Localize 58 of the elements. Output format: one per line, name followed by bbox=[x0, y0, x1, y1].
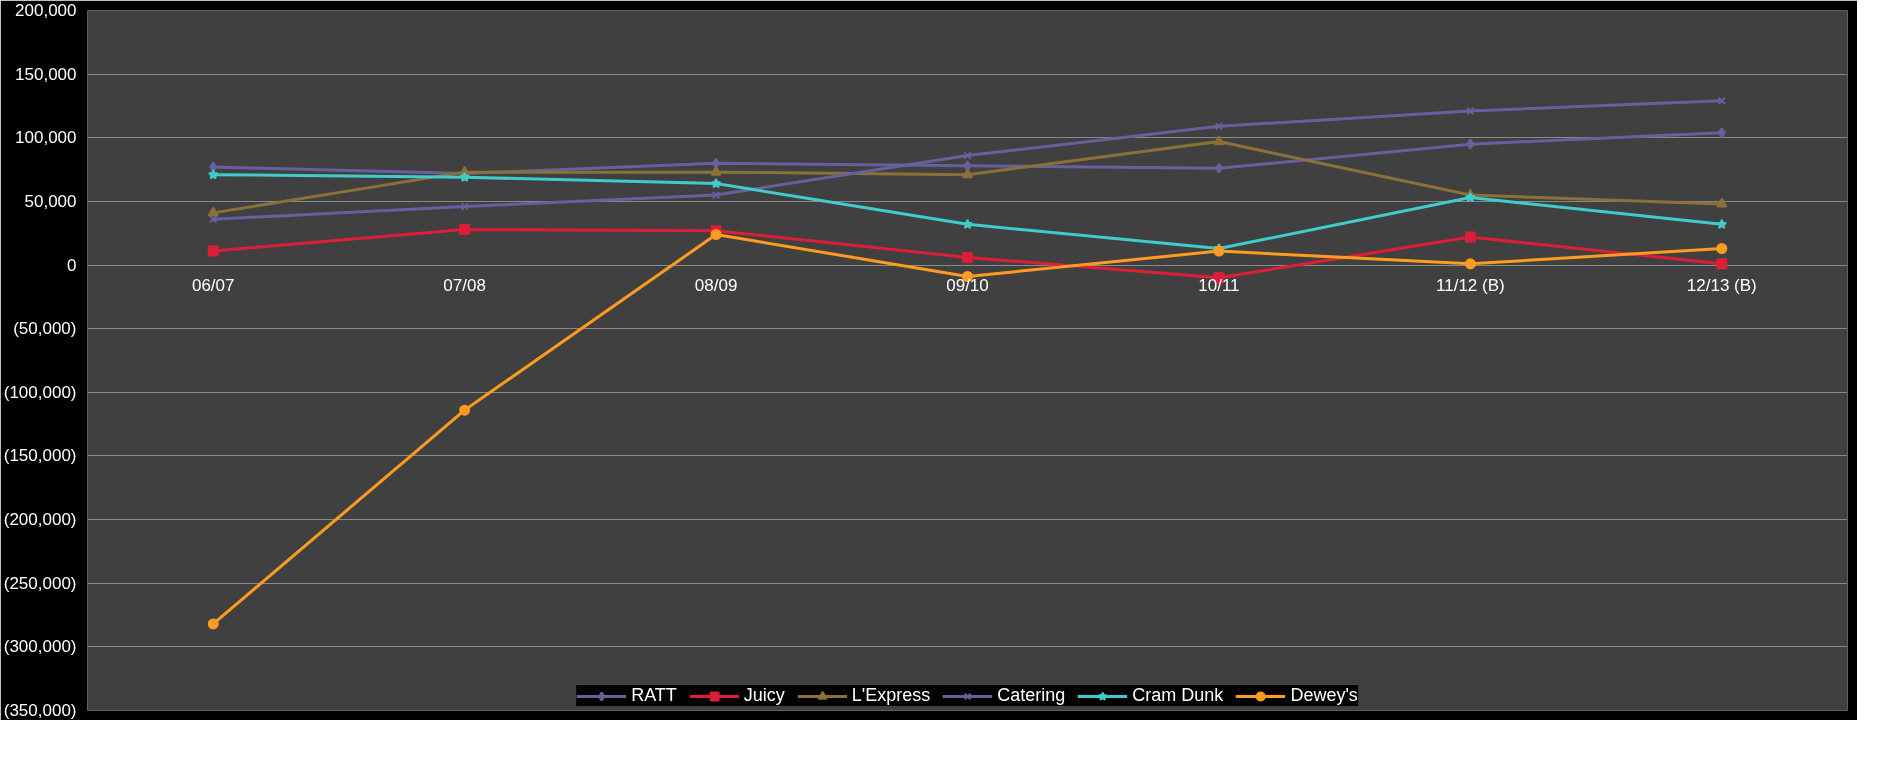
legend-label: Catering bbox=[997, 685, 1066, 706]
point bbox=[710, 178, 722, 189]
point bbox=[209, 215, 218, 224]
legend-label: Juicy bbox=[743, 685, 785, 706]
point bbox=[1716, 197, 1728, 208]
point bbox=[710, 165, 722, 176]
point bbox=[963, 151, 972, 160]
point bbox=[710, 229, 722, 240]
y-tick-label: (300,000) bbox=[3, 637, 77, 657]
y-tick-label: (250,000) bbox=[3, 573, 77, 593]
point bbox=[1464, 258, 1476, 270]
point bbox=[207, 206, 219, 217]
point bbox=[207, 245, 219, 257]
point bbox=[207, 618, 219, 630]
y-tick-label: (100,000) bbox=[3, 382, 77, 402]
point bbox=[459, 223, 471, 235]
point bbox=[1214, 162, 1223, 174]
point bbox=[1717, 96, 1726, 106]
x-tick-label: 10/11 bbox=[1198, 276, 1240, 296]
y-tick-label: 150,000 bbox=[15, 64, 77, 84]
y-tick-label: (150,000) bbox=[3, 446, 77, 466]
point bbox=[962, 251, 973, 263]
point bbox=[1464, 231, 1476, 243]
x-tick-label: 06/07 bbox=[191, 276, 235, 296]
point bbox=[207, 169, 219, 180]
x-tick-label: 11/12 (B) bbox=[1436, 276, 1505, 296]
point bbox=[1214, 122, 1224, 131]
point bbox=[1213, 135, 1225, 146]
point bbox=[711, 190, 721, 200]
y-tick-label: 200,000 bbox=[15, 1, 77, 20]
point bbox=[1466, 138, 1475, 150]
point bbox=[1717, 127, 1726, 139]
legend-label: Cram Dunk bbox=[1132, 685, 1224, 706]
point bbox=[459, 404, 471, 416]
y-tick-label: 100,000 bbox=[15, 128, 77, 148]
y-tick-label: 50,000 bbox=[24, 191, 77, 211]
y-tick-label: (350,000) bbox=[3, 701, 77, 720]
point bbox=[1716, 258, 1728, 270]
point bbox=[1716, 218, 1728, 229]
legend-label: Dewey's bbox=[1290, 685, 1358, 706]
point bbox=[460, 202, 469, 211]
x-tick-label: 12/13 (B) bbox=[1686, 276, 1757, 296]
y-tick-label: (50,000) bbox=[13, 319, 77, 339]
point bbox=[1716, 243, 1728, 254]
y-tick-label: (200,000) bbox=[3, 510, 77, 530]
x-tick-label: 09/10 bbox=[946, 276, 989, 296]
legend-label: L'Express bbox=[851, 685, 931, 706]
legend-label: RATT bbox=[631, 685, 677, 706]
point bbox=[459, 171, 470, 182]
x-tick-label: 08/09 bbox=[694, 276, 738, 296]
point bbox=[962, 218, 973, 229]
y-tick-label: 0 bbox=[67, 255, 77, 275]
point bbox=[209, 161, 218, 173]
point bbox=[1465, 192, 1476, 203]
point bbox=[712, 157, 721, 169]
x-tick-label: 07/08 bbox=[443, 276, 486, 296]
point bbox=[962, 168, 973, 179]
point bbox=[1466, 106, 1475, 116]
